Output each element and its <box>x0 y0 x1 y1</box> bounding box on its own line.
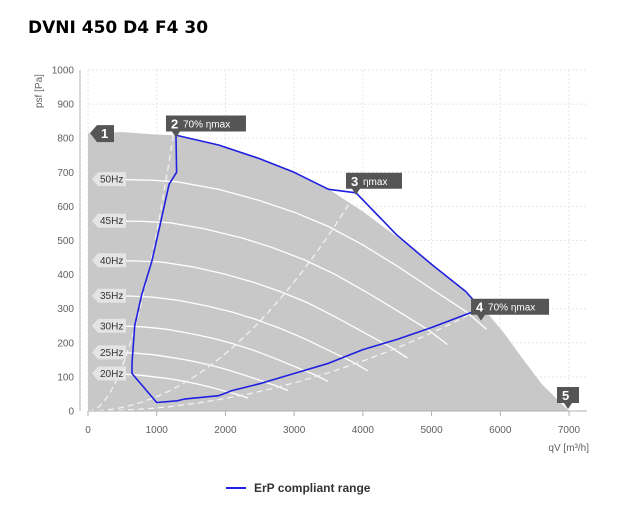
x-tick-label: 2000 <box>214 425 237 436</box>
speed-label-35Hz: 35Hz <box>92 288 126 303</box>
legend-label: ErP compliant range <box>254 481 371 495</box>
speed-label-text: 50Hz <box>100 175 123 186</box>
speed-label-text: 30Hz <box>100 321 123 332</box>
speed-label-30Hz: 30Hz <box>92 318 126 333</box>
speed-label-tab <box>92 288 126 303</box>
y-tick-label: 1000 <box>52 66 75 77</box>
marker-number: 1 <box>101 126 108 141</box>
speed-label-tab <box>92 345 126 360</box>
speed-label-text: 20Hz <box>100 369 123 380</box>
marker-number: 4 <box>476 300 484 315</box>
x-tick-label: 3000 <box>283 425 306 436</box>
speed-label-20Hz: 20Hz <box>92 366 126 381</box>
speed-curve-35Hz <box>96 295 369 372</box>
speed-label-text: 35Hz <box>100 291 123 302</box>
y-tick-label: 900 <box>57 100 74 111</box>
x-axis-title: qV [m³/h] <box>548 443 589 454</box>
speed-label-tab <box>92 213 126 228</box>
marker-number: 2 <box>171 116 178 131</box>
speed-curve-40Hz <box>96 259 408 359</box>
marker-number: 3 <box>351 174 358 189</box>
marker-5: 5 <box>557 387 579 409</box>
speed-label-text: 45Hz <box>100 216 123 227</box>
legend-line-icon <box>226 487 246 489</box>
speed-label-50Hz: 50Hz <box>92 172 126 187</box>
marker-3: 3 ηmax <box>345 172 402 195</box>
x-tick-label: 6000 <box>489 425 512 436</box>
y-tick-label: 300 <box>57 304 74 315</box>
efficiency-line-max <box>87 192 357 412</box>
speed-label-25Hz: 25Hz <box>92 345 126 360</box>
x-tick-label: 7000 <box>558 425 581 436</box>
marker-box <box>90 125 114 143</box>
marker-1: 1 <box>90 125 114 143</box>
speed-label-tab <box>92 366 126 381</box>
y-tick-label: 0 <box>68 407 74 418</box>
x-tick-label: 0 <box>85 425 91 436</box>
x-tick-label: 5000 <box>420 425 443 436</box>
speed-label-tab <box>92 172 126 187</box>
marker-caption: 70% ηmax <box>488 303 535 314</box>
speed-curve-30Hz <box>96 325 329 382</box>
x-tick-label: 1000 <box>146 425 169 436</box>
speed-label-tab <box>92 318 126 333</box>
erp-compliant-range-line <box>131 134 482 404</box>
legend[interactable]: ErP compliant range <box>226 481 370 495</box>
y-tick-label: 200 <box>57 338 74 349</box>
efficiency-line-70-right <box>87 308 482 412</box>
y-tick-label: 800 <box>57 134 74 145</box>
marker-caption: 70% ηmax <box>183 119 230 130</box>
speed-label-tab <box>92 253 126 268</box>
marker-number: 5 <box>562 388 569 403</box>
speed-label-text: 40Hz <box>100 256 123 267</box>
y-tick-label: 400 <box>57 270 74 281</box>
marker-4: 4 70% ηmax <box>471 298 550 321</box>
speed-label-40Hz: 40Hz <box>92 253 126 268</box>
y-tick-label: 100 <box>57 372 74 383</box>
y-tick-label: 500 <box>57 236 74 247</box>
x-tick-label: 4000 <box>352 425 375 436</box>
speed-curve-45Hz <box>96 220 448 346</box>
marker-2: 2 70% ηmax <box>165 115 246 138</box>
efficiency-line-70-left <box>87 135 174 412</box>
marker-box <box>557 387 579 409</box>
y-tick-label: 600 <box>57 202 74 213</box>
marker-box <box>345 172 402 195</box>
chart-title: DVNI 450 D4 F4 30 <box>28 18 209 38</box>
y-axis-title: psf [Pa] <box>34 74 45 108</box>
marker-box <box>471 298 550 321</box>
speed-curve-25Hz <box>96 351 289 392</box>
speed-curve-50Hz <box>96 178 487 330</box>
speed-label-45Hz: 45Hz <box>92 213 126 228</box>
speed-label-text: 25Hz <box>100 348 123 359</box>
marker-box <box>165 115 246 138</box>
marker-caption: ηmax <box>363 177 387 188</box>
y-tick-label: 700 <box>57 168 74 179</box>
